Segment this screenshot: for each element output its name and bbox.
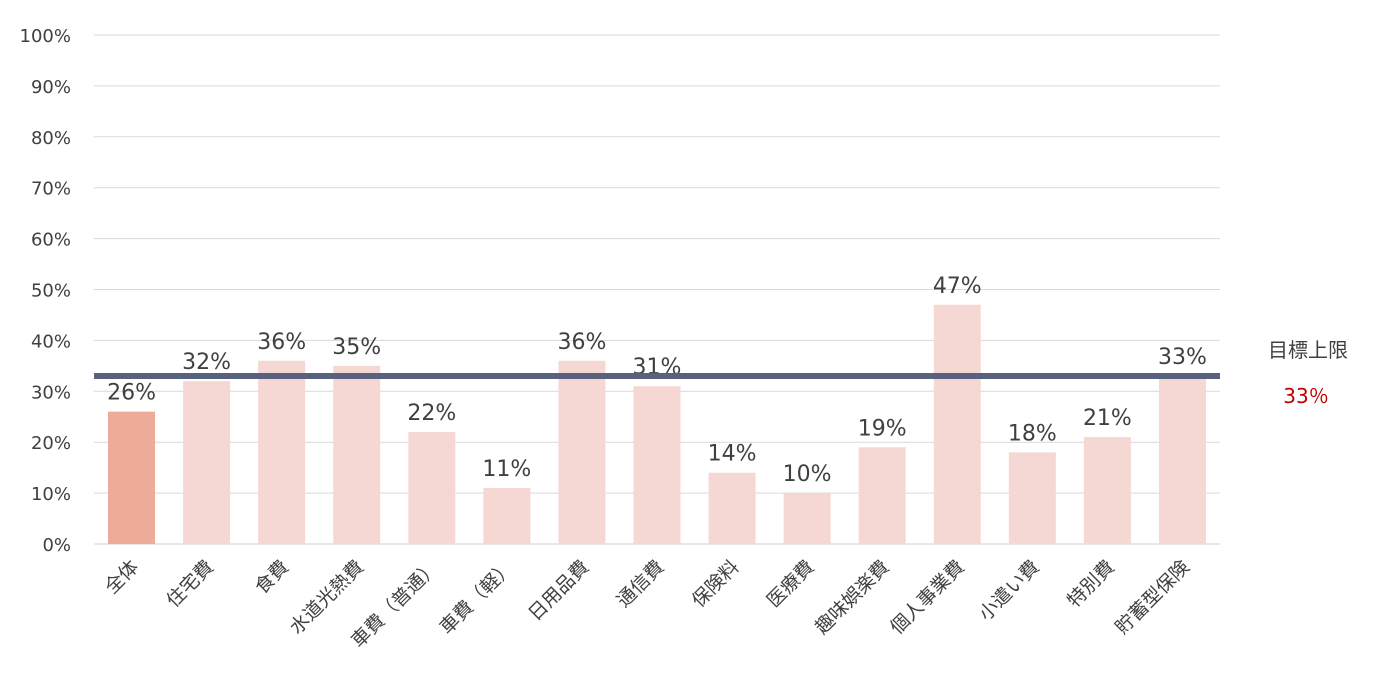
bar <box>1008 452 1056 544</box>
y-axis-ticks: 0% 10% 20% 30% 40% 50% 60% 70% 80% 90% 100% <box>20 26 71 556</box>
data-label: 19% <box>858 416 907 441</box>
bar <box>633 386 681 544</box>
x-tick-label: 食費 <box>251 556 293 598</box>
x-tick-label: 医療費 <box>763 556 819 612</box>
data-label: 32% <box>182 350 231 375</box>
y-tick-label: 30% <box>31 382 71 403</box>
x-tick-label: 全体 <box>101 556 143 598</box>
bar <box>183 381 231 544</box>
y-tick-label: 80% <box>31 128 71 149</box>
y-tick-label: 100% <box>20 26 71 47</box>
x-tick-label: 貯蓄型保険 <box>1111 556 1194 639</box>
data-label: 21% <box>1083 406 1132 431</box>
bar <box>333 365 381 544</box>
data-label: 36% <box>257 330 306 355</box>
x-tick-label: 小遣い費 <box>975 556 1044 625</box>
data-label: 18% <box>1008 421 1057 446</box>
x-tick-label: 特別費 <box>1063 556 1119 612</box>
x-tick-label: 車費（軽） <box>436 556 519 639</box>
y-tick-label: 50% <box>31 281 71 302</box>
x-tick-label: 住宅費 <box>162 556 218 612</box>
x-tick-label: 通信費 <box>613 556 669 612</box>
data-label: 36% <box>557 330 606 355</box>
bar <box>858 447 906 544</box>
bar <box>1158 376 1206 544</box>
bar <box>558 360 606 544</box>
x-tick-label: 個人事業費 <box>886 556 969 639</box>
data-label: 26% <box>107 381 156 406</box>
bar <box>108 411 156 544</box>
data-label: 14% <box>708 442 757 467</box>
data-label: 10% <box>783 462 832 487</box>
bar <box>483 488 531 544</box>
y-tick-label: 60% <box>31 230 71 251</box>
target-value: 33％ <box>1283 384 1328 408</box>
target-annotation: 目標上限 33％ <box>1268 338 1348 408</box>
x-tick-label: 水道光熱費 <box>286 556 369 639</box>
data-label: 33% <box>1158 345 1207 370</box>
y-tick-label: 0% <box>42 535 71 556</box>
bar <box>1083 437 1131 544</box>
bar <box>933 304 981 544</box>
bar <box>408 432 456 544</box>
x-tick-label: 趣味娯楽費 <box>811 556 894 639</box>
data-label: 11% <box>482 457 531 482</box>
target-title: 目標上限 <box>1268 338 1348 362</box>
y-tick-label: 40% <box>31 331 71 352</box>
bars <box>108 304 1206 544</box>
data-label: 22% <box>407 401 456 426</box>
bar <box>258 360 306 544</box>
x-tick-label: 保険料 <box>688 556 744 612</box>
x-tick-label: 日用品費 <box>524 556 593 625</box>
y-tick-label: 70% <box>31 179 71 200</box>
y-tick-label: 10% <box>31 484 71 505</box>
data-labels: 26%32%36% 35%22%11%36%31%14%10%19%47%18%2… <box>107 274 1207 487</box>
data-label: 47% <box>933 274 982 299</box>
bar <box>783 493 831 544</box>
y-tick-label: 90% <box>31 77 71 98</box>
y-tick-label: 20% <box>31 433 71 454</box>
bar <box>708 472 756 544</box>
data-label: 35% <box>332 335 381 360</box>
